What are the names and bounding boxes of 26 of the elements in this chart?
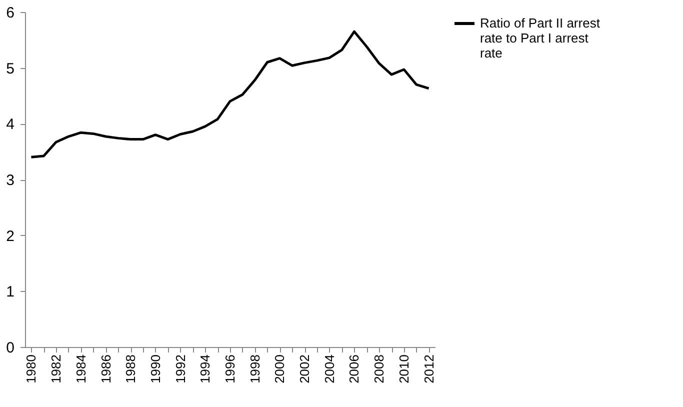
- y-tick-label: 6: [6, 4, 14, 22]
- x-tick-label: 1992: [172, 354, 188, 384]
- x-tick-label: 2004: [322, 354, 337, 384]
- x-tick-label: 2000: [272, 354, 288, 384]
- y-tick-label: 2: [6, 228, 14, 245]
- x-tick-label: 1986: [98, 354, 114, 384]
- x-tick-label: 2012: [421, 354, 436, 384]
- x-tick-label: 1982: [48, 354, 64, 384]
- x-tick-label: 2002: [297, 354, 312, 384]
- x-tick-label: 1988: [123, 354, 138, 384]
- x-tick-label: 1996: [222, 354, 238, 384]
- y-tick-label: 5: [6, 60, 14, 78]
- x-tick-label: 1994: [198, 354, 213, 384]
- x-tick-label: 1998: [247, 354, 262, 384]
- x-tick-label: 2008: [372, 354, 387, 384]
- y-tick-label: 4: [6, 116, 14, 134]
- x-tick-label: 1990: [148, 354, 163, 384]
- y-tick-label: 0: [6, 340, 14, 356]
- x-tick-label: 2010: [396, 354, 412, 384]
- x-tick-label: 2006: [346, 354, 362, 384]
- legend-label: Ratio of Part II arrest rate to Part I arrest rate: [480, 16, 600, 60]
- line-series: [30, 30, 430, 158]
- y-tick-label: 3: [6, 172, 14, 189]
- y-tick-label: 1: [6, 284, 14, 301]
- x-tick-label: 1980: [24, 354, 39, 384]
- x-tick-label: 1984: [73, 354, 88, 384]
